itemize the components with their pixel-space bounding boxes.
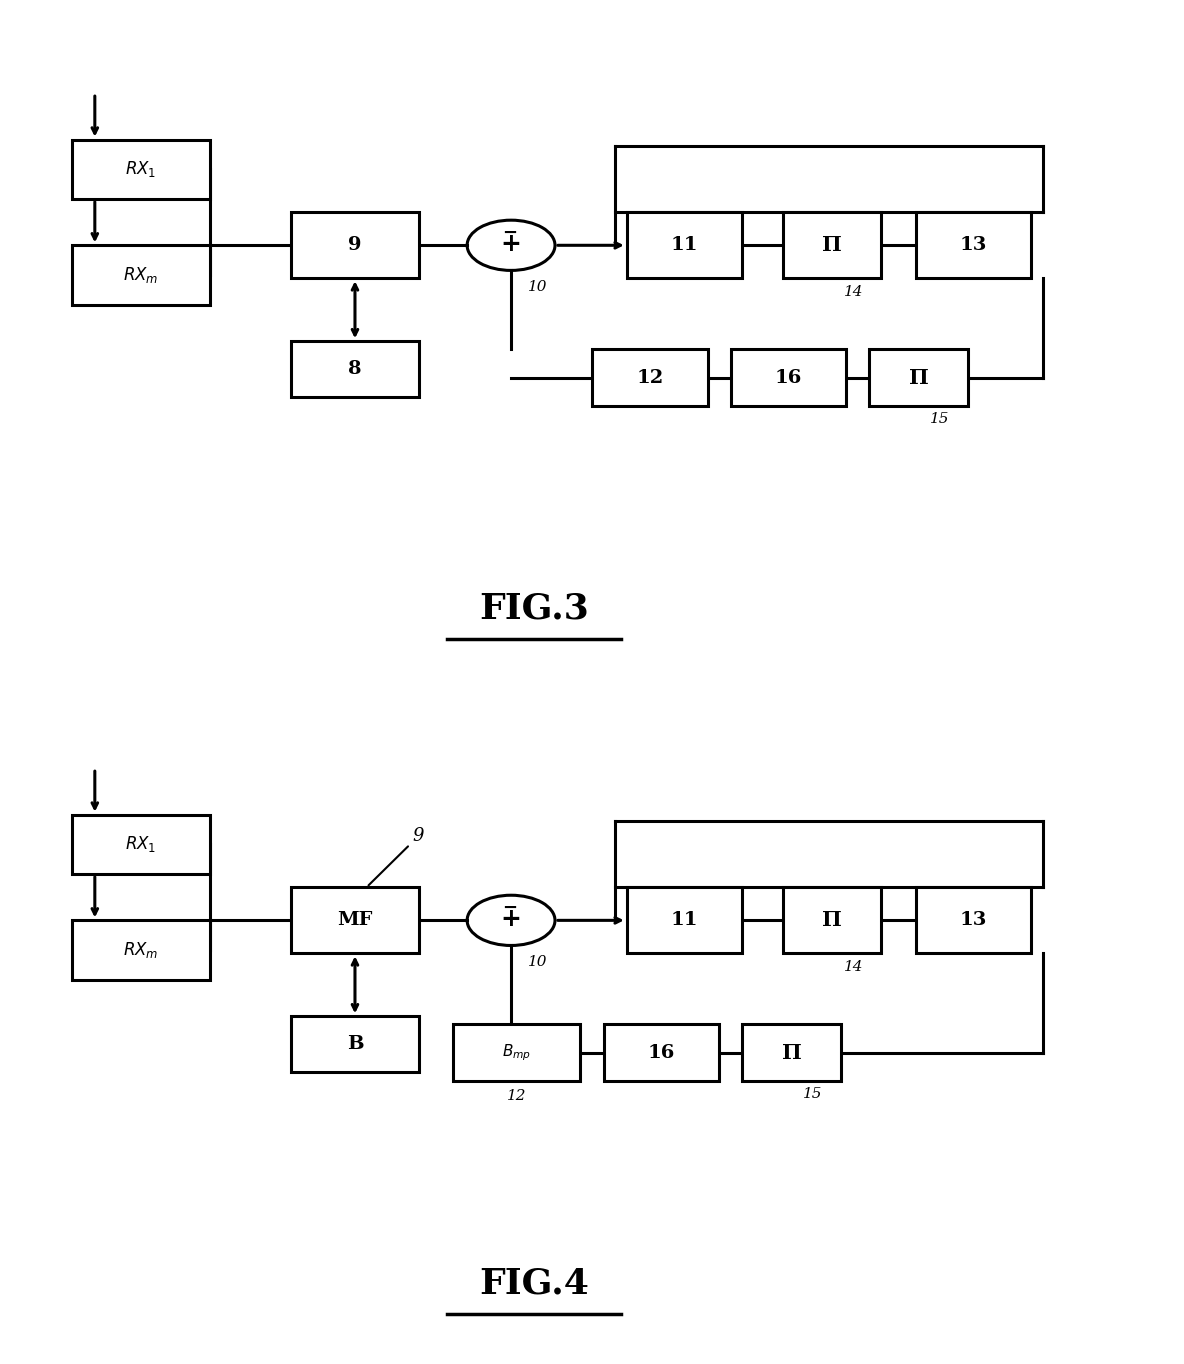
FancyBboxPatch shape (291, 888, 419, 953)
Text: −: − (502, 224, 517, 241)
FancyBboxPatch shape (453, 1024, 580, 1080)
Text: +: + (501, 232, 521, 256)
Text: $RX_m$: $RX_m$ (123, 940, 159, 960)
FancyBboxPatch shape (72, 814, 211, 874)
Text: $B_{mp}$: $B_{mp}$ (502, 1042, 532, 1063)
Text: Π: Π (822, 236, 842, 255)
FancyBboxPatch shape (626, 213, 742, 278)
FancyBboxPatch shape (291, 341, 419, 397)
Text: FIG.4: FIG.4 (480, 1267, 590, 1301)
Text: $RX_1$: $RX_1$ (126, 835, 156, 854)
FancyBboxPatch shape (915, 888, 1031, 953)
FancyBboxPatch shape (626, 888, 742, 953)
Text: 13: 13 (960, 911, 987, 929)
FancyBboxPatch shape (72, 246, 211, 304)
Text: 10: 10 (528, 955, 548, 970)
FancyBboxPatch shape (783, 213, 881, 278)
Text: 11: 11 (671, 911, 699, 929)
Text: Π: Π (781, 1042, 802, 1063)
Text: B: B (347, 1035, 363, 1053)
FancyBboxPatch shape (869, 349, 967, 405)
FancyBboxPatch shape (742, 1024, 841, 1080)
Text: 16: 16 (774, 368, 803, 386)
Text: 13: 13 (960, 236, 987, 254)
Text: 10: 10 (528, 281, 548, 295)
Text: +: + (501, 907, 521, 932)
Text: 14: 14 (843, 960, 863, 974)
Text: 12: 12 (507, 1088, 527, 1102)
FancyBboxPatch shape (72, 139, 211, 199)
Text: Π: Π (908, 367, 928, 387)
Text: $RX_m$: $RX_m$ (123, 265, 159, 285)
FancyBboxPatch shape (592, 349, 708, 405)
FancyBboxPatch shape (915, 213, 1031, 278)
Text: 11: 11 (671, 236, 699, 254)
Text: 15: 15 (931, 412, 950, 426)
Text: 9: 9 (368, 827, 424, 885)
FancyBboxPatch shape (731, 349, 847, 405)
Text: 12: 12 (636, 368, 663, 386)
FancyBboxPatch shape (72, 921, 211, 979)
FancyBboxPatch shape (291, 1016, 419, 1072)
Text: $RX_1$: $RX_1$ (126, 160, 156, 179)
Text: 14: 14 (843, 285, 863, 299)
FancyBboxPatch shape (291, 213, 419, 278)
Text: FIG.3: FIG.3 (480, 592, 590, 626)
Text: 9: 9 (348, 236, 362, 254)
Text: 16: 16 (648, 1043, 675, 1061)
Text: MF: MF (337, 911, 373, 929)
Text: Π: Π (822, 910, 842, 930)
Text: 15: 15 (803, 1087, 823, 1101)
FancyBboxPatch shape (783, 888, 881, 953)
Text: 8: 8 (348, 360, 362, 378)
Text: −: − (502, 899, 517, 917)
FancyBboxPatch shape (604, 1024, 719, 1080)
